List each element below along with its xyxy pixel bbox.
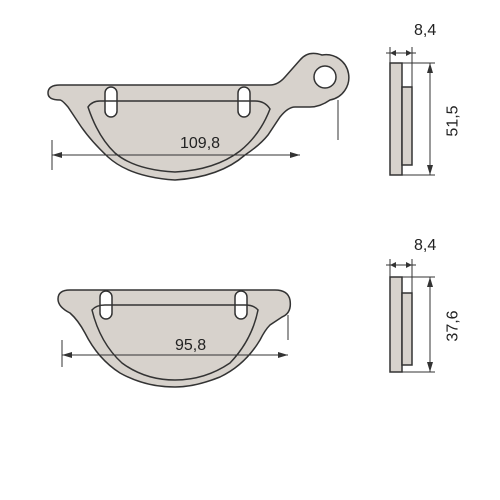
pad-bottom-width-label: 95,8 bbox=[175, 337, 206, 355]
tech-drawing-canvas: 109,8 8,4 51,5 95,8 8,4 37,6 bbox=[0, 0, 500, 500]
pad-top-thickness-label: 8,4 bbox=[414, 22, 436, 40]
pad-top-width-label: 109,8 bbox=[180, 135, 220, 153]
pad-top-height-label: 51,5 bbox=[445, 105, 463, 136]
pad-top-front bbox=[20, 45, 350, 215]
pad-bottom-height-label: 37,6 bbox=[445, 310, 463, 341]
pad-top-side bbox=[380, 45, 450, 215]
pad-bottom-front bbox=[20, 255, 350, 415]
pad-bottom-thickness-label: 8,4 bbox=[414, 237, 436, 255]
pad-bottom-side bbox=[380, 255, 450, 415]
